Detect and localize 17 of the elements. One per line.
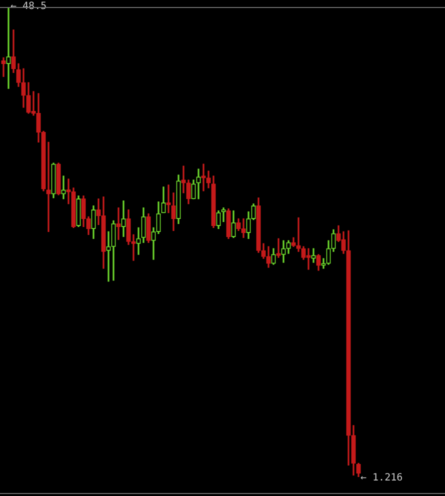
candlestick <box>296 217 301 252</box>
annotation: ← 1.216 <box>360 472 403 484</box>
candlestick <box>136 227 141 255</box>
candlestick <box>311 248 316 263</box>
candlestick <box>276 238 281 258</box>
candlestick <box>106 231 111 282</box>
candlestick <box>321 258 326 269</box>
candlestick <box>201 164 206 192</box>
candlestick <box>61 176 66 200</box>
candlestick <box>121 200 126 237</box>
candlestick <box>116 207 121 240</box>
candlestick <box>6 7 11 89</box>
candlestick <box>46 142 51 232</box>
candlestick <box>1 57 6 77</box>
candlestick <box>131 234 136 261</box>
candlestick <box>196 168 201 200</box>
candlestick <box>181 166 186 194</box>
